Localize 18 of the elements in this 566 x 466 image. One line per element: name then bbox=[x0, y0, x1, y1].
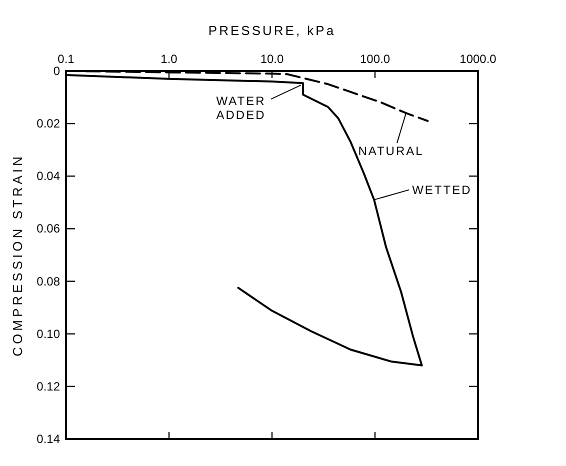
y-tick-label: 0.10 bbox=[36, 326, 60, 341]
x-axis-title: PRESSURE, kPa bbox=[208, 23, 336, 38]
y-axis-title: COMPRESSION STRAIN bbox=[10, 154, 25, 356]
x-tick-label: 0.1 bbox=[58, 52, 75, 66]
legend-label: WETTED bbox=[412, 182, 472, 197]
y-tick-label: 0.06 bbox=[36, 222, 60, 236]
y-tick-label: 0.14 bbox=[36, 432, 60, 446]
x-tick-label: 10.0 bbox=[260, 52, 284, 66]
y-tick-label: 0 bbox=[53, 64, 60, 78]
y-tick-label: 0.04 bbox=[36, 169, 60, 184]
x-tick-label: 1.0 bbox=[160, 52, 178, 66]
series-label: NATURAL bbox=[358, 144, 424, 158]
x-tick-label: 1000.0 bbox=[460, 52, 497, 66]
y-tick-label: 0.02 bbox=[36, 116, 60, 131]
annotation: WATER ADDED bbox=[216, 94, 266, 122]
x-tick-label: 100.0 bbox=[360, 52, 390, 66]
y-tick-label: 0.08 bbox=[36, 274, 60, 288]
y-tick-label: 0.12 bbox=[36, 379, 60, 394]
